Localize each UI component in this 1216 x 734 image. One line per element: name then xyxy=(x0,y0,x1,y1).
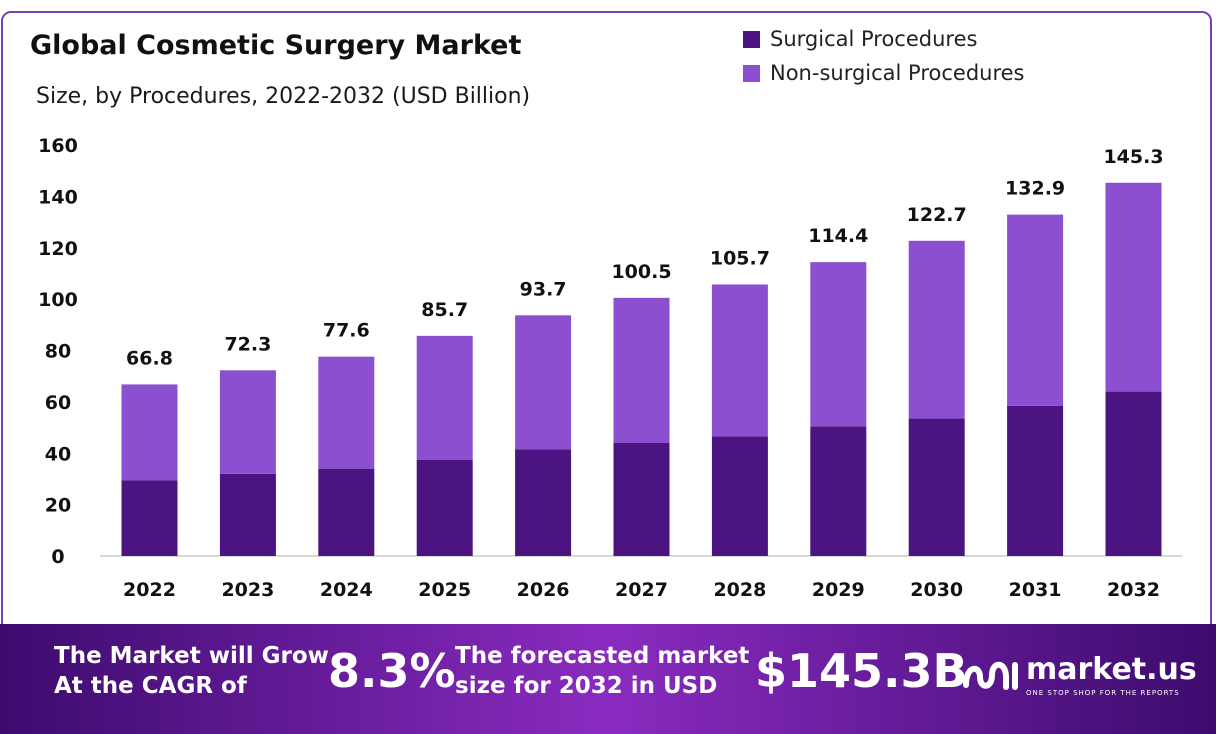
y-tick-label: 20 xyxy=(45,495,71,517)
bar-total-label: 132.9 xyxy=(1005,178,1065,200)
y-tick-label: 120 xyxy=(38,238,78,260)
cagr-caption-line2: At the CAGR of xyxy=(54,673,247,699)
cagr-caption: The Market will Grow At the CAGR of xyxy=(54,641,329,701)
legend-label-surgical: Surgical Procedures xyxy=(770,27,978,51)
bar-non-surgical xyxy=(121,384,178,481)
bar-total-label: 145.3 xyxy=(1103,146,1163,168)
bar-surgical xyxy=(1105,391,1162,556)
legend-item-surgical: Surgical Procedures xyxy=(743,22,1025,56)
stacked-bar-chart: 0 20 40 60 80 100 120 140 160 66.8 2022 72.3 2023 77.… xyxy=(38,135,1182,601)
brand-name: market.us xyxy=(1026,652,1197,687)
y-tick-label: 0 xyxy=(51,546,64,568)
bar-non-surgical xyxy=(810,262,867,427)
summary-banner: The Market will Grow At the CAGR of 8.3%… xyxy=(0,624,1216,734)
brand-logo: market.us ONE STOP SHOP FOR THE REPORTS xyxy=(962,652,1197,697)
bar-non-surgical xyxy=(1007,214,1064,406)
bar-surgical xyxy=(613,442,670,556)
bar-surgical xyxy=(121,480,178,556)
bar-total-label: 100.5 xyxy=(611,261,671,283)
x-tick-label: 2029 xyxy=(812,579,865,601)
bar-non-surgical xyxy=(416,335,473,460)
x-tick-label: 2032 xyxy=(1107,579,1160,601)
x-tick-label: 2027 xyxy=(615,579,668,601)
bar-surgical xyxy=(219,473,276,556)
bar-surgical xyxy=(1007,405,1064,556)
y-tick-label: 100 xyxy=(38,289,78,311)
forecast-caption-line2: size for 2032 in USD xyxy=(455,673,718,699)
legend-item-non-surgical: Non-surgical Procedures xyxy=(743,56,1025,90)
forecast-caption-line1: The forecasted market xyxy=(455,643,750,669)
legend: Surgical Procedures Non-surgical Procedu… xyxy=(743,22,1025,90)
bar-non-surgical xyxy=(515,315,572,450)
bar-surgical xyxy=(416,459,473,556)
x-tick-label: 2028 xyxy=(713,579,766,601)
chart-title: Global Cosmetic Surgery Market xyxy=(30,30,522,61)
bar-surgical xyxy=(515,449,572,556)
bar-non-surgical xyxy=(219,370,276,474)
y-tick-label: 80 xyxy=(45,341,71,363)
y-tick-label: 140 xyxy=(38,186,78,208)
bar-non-surgical xyxy=(711,284,768,437)
bar-non-surgical xyxy=(613,297,670,443)
bar-total-label: 77.6 xyxy=(323,320,370,342)
legend-swatch-surgical xyxy=(743,30,760,48)
x-tick-label: 2024 xyxy=(320,579,373,601)
bar-total-label: 66.8 xyxy=(126,347,173,369)
x-tick-label: 2030 xyxy=(910,579,963,601)
bar-total-label: 93.7 xyxy=(520,278,567,300)
market-us-logo-icon xyxy=(963,661,1018,690)
bar-non-surgical xyxy=(908,240,965,419)
legend-label-non-surgical: Non-surgical Procedures xyxy=(770,61,1025,85)
bar-total-label: 105.7 xyxy=(710,247,770,269)
x-tick-label: 2022 xyxy=(123,579,176,601)
bar-total-label: 72.3 xyxy=(224,333,271,355)
bar-non-surgical xyxy=(318,356,375,469)
y-tick-label: 40 xyxy=(45,443,71,465)
forecast-value: $145.3B xyxy=(755,644,968,698)
cagr-value: 8.3% xyxy=(328,644,456,698)
bar-surgical xyxy=(711,436,768,556)
chart-subtitle: Size, by Procedures, 2022-2032 (USD Bill… xyxy=(36,84,531,109)
cagr-caption-line1: The Market will Grow xyxy=(54,643,329,669)
forecast-caption: The forecasted market size for 2032 in U… xyxy=(455,641,749,701)
y-tick-label: 60 xyxy=(45,392,71,414)
bar-total-label: 114.4 xyxy=(808,225,868,247)
bar-surgical xyxy=(318,468,375,556)
x-tick-label: 2031 xyxy=(1009,579,1062,601)
x-tick-label: 2023 xyxy=(221,579,274,601)
brand-tagline: ONE STOP SHOP FOR THE REPORTS xyxy=(1026,689,1180,697)
bar-total-label: 85.7 xyxy=(421,299,468,321)
legend-swatch-non-surgical xyxy=(743,64,760,82)
bar-total-label: 122.7 xyxy=(907,204,967,226)
x-tick-label: 2026 xyxy=(517,579,570,601)
bar-surgical xyxy=(810,426,867,556)
bar-surgical xyxy=(908,418,965,556)
x-tick-label: 2025 xyxy=(418,579,471,601)
y-tick-label: 160 xyxy=(38,135,78,157)
bar-non-surgical xyxy=(1105,182,1162,392)
